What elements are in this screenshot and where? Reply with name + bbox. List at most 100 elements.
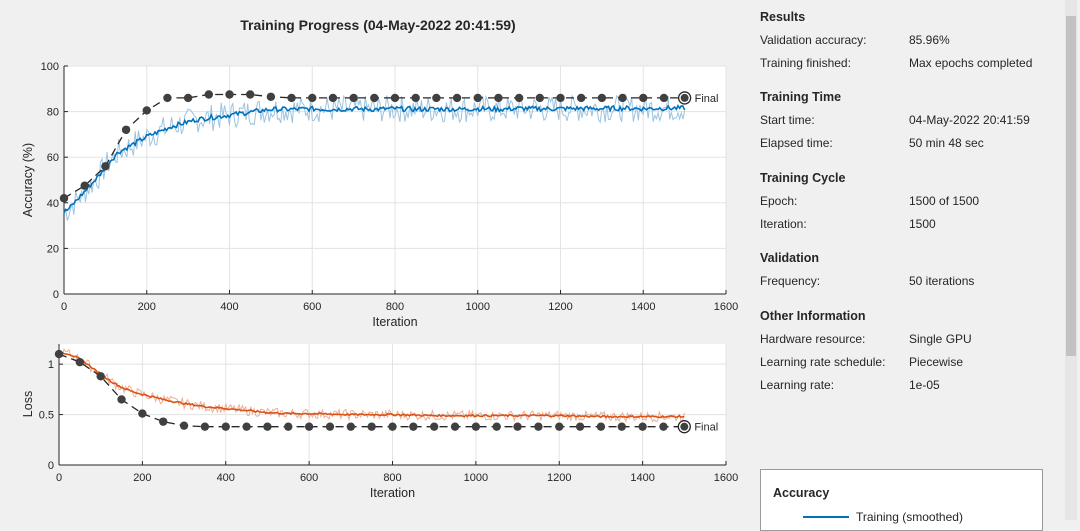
accuracy-validation-point — [432, 93, 441, 103]
training-cycle-row-epoch: Epoch: 1500 of 1500 — [760, 194, 1060, 210]
accuracy-validation-point — [308, 93, 317, 103]
accuracy-validation-point — [59, 194, 69, 203]
accuracy-x-axis-label: Iteration — [372, 315, 417, 329]
loss-validation-point — [179, 421, 189, 430]
loss-validation-point — [263, 422, 272, 431]
loss-validation-point — [117, 395, 126, 404]
loss-final-label: Final — [694, 422, 718, 434]
accuracy-validation-point — [514, 93, 524, 103]
loss-validation-point — [325, 422, 335, 431]
other-row-hardware: Hardware resource: Single GPU — [760, 332, 1060, 348]
accuracy-validation-point — [163, 93, 172, 103]
accuracy-validation-point — [80, 181, 89, 190]
training-time-row-elapsed: Elapsed time: 50 min 48 sec — [760, 136, 1060, 152]
accuracy-x-tick-label: 600 — [303, 301, 321, 313]
loss-x-tick-label: 800 — [383, 472, 401, 484]
accuracy-x-tick-label: 200 — [138, 301, 156, 313]
legend-title: Accuracy — [773, 486, 830, 500]
validation-heading: Validation — [760, 251, 820, 265]
accuracy-final-label: Final — [695, 93, 719, 105]
accuracy-validation-point — [452, 93, 462, 103]
accuracy-validation-point — [121, 125, 131, 135]
loss-validation-point — [450, 422, 460, 431]
loss-validation-point — [242, 422, 251, 431]
loss-validation-point — [159, 417, 168, 426]
accuracy-y-axis-label: Accuracy (%) — [21, 143, 35, 217]
row-label: Training finished: — [760, 56, 851, 70]
loss-validation-point — [513, 422, 522, 431]
accuracy-validation-point — [287, 93, 296, 103]
loss-y-axis-label: Loss — [21, 391, 35, 417]
loss-validation-point — [200, 422, 210, 431]
accuracy-validation-point — [370, 93, 379, 103]
loss-validation-point — [534, 422, 543, 431]
results-row-training-finished: Training finished: Max epochs completed — [760, 56, 1060, 72]
other-information-heading: Other Information — [760, 309, 866, 323]
vertical-scrollbar[interactable] — [1062, 0, 1080, 520]
training-time-heading: Training Time — [760, 90, 842, 104]
training-time-row-start: Start time: 04-May-2022 20:41:59 — [760, 113, 1060, 129]
accuracy-validation-point — [349, 93, 358, 103]
loss-validation-point — [221, 422, 230, 431]
row-value: 1500 of 1500 — [909, 194, 980, 208]
accuracy-validation-point — [659, 93, 669, 103]
row-value: Max epochs completed — [909, 56, 1033, 70]
loss-y-tick-label: 0.5 — [39, 410, 54, 422]
accuracy-validation-point — [618, 93, 627, 103]
training-cycle-row-iteration: Iteration: 1500 — [760, 217, 1060, 233]
accuracy-validation-point — [328, 93, 338, 103]
accuracy-x-tick-label: 1000 — [466, 301, 490, 313]
accuracy-y-tick-label: 20 — [47, 243, 59, 255]
loss-x-tick-label: 0 — [56, 472, 62, 484]
loss-validation-point — [617, 422, 626, 431]
accuracy-validation-point — [597, 93, 607, 103]
loss-final-marker — [680, 422, 689, 431]
accuracy-validation-point — [225, 90, 234, 99]
row-label: Learning rate schedule: — [760, 355, 886, 369]
scrollbar-thumb[interactable] — [1066, 16, 1076, 356]
accuracy-y-tick-label: 100 — [41, 61, 59, 73]
row-value: 1e-05 — [909, 378, 940, 392]
accuracy-y-tick-label: 80 — [47, 107, 59, 119]
loss-validation-point — [388, 422, 397, 431]
validation-row-frequency: Frequency: 50 iterations — [760, 274, 1060, 290]
row-label: Validation accuracy: — [760, 33, 867, 47]
accuracy-validation-point — [101, 162, 110, 171]
accuracy-legend: Accuracy Training (smoothed) — [760, 469, 1043, 531]
accuracy-y-tick-label: 0 — [53, 289, 59, 301]
legend-line-swatch — [803, 516, 849, 518]
row-value: 04-May-2022 20:41:59 — [909, 113, 1030, 127]
accuracy-x-tick-label: 800 — [386, 301, 404, 313]
accuracy-validation-point — [639, 93, 648, 103]
accuracy-validation-point — [204, 90, 214, 99]
accuracy-validation-point — [556, 93, 565, 103]
page-title: Training Progress (04-May-2022 20:41:59) — [240, 17, 515, 33]
accuracy-y-tick-label: 40 — [47, 198, 59, 210]
loss-validation-point — [346, 422, 356, 431]
loss-validation-point — [54, 349, 64, 359]
loss-y-tick-label: 1 — [48, 359, 54, 371]
loss-validation-point — [471, 422, 481, 431]
row-value: 50 min 48 sec — [909, 136, 984, 150]
row-value: Piecewise — [909, 355, 964, 369]
loss-validation-point — [575, 422, 585, 431]
row-label: Iteration: — [760, 217, 807, 231]
loss-validation-point — [138, 409, 147, 418]
accuracy-validation-point — [576, 93, 586, 103]
accuracy-validation-point — [266, 92, 276, 101]
loss-x-tick-label: 1000 — [464, 472, 488, 484]
plots-area: Training Progress (04-May-2022 20:41:59)… — [21, 17, 738, 500]
accuracy-validation-point — [142, 106, 151, 115]
accuracy-validation-point — [390, 93, 400, 103]
loss-validation-point — [659, 422, 668, 431]
loss-validation-point — [596, 422, 606, 431]
loss-x-tick-label: 1600 — [714, 472, 738, 484]
loss-x-tick-label: 1200 — [547, 472, 571, 484]
loss-y-tick-label: 0 — [48, 460, 54, 472]
info-panel: Results Validation accuracy: 85.96% Trai… — [752, 0, 1060, 520]
accuracy-validation-point — [411, 93, 420, 103]
loss-validation-point — [284, 422, 293, 431]
loss-x-tick-label: 1400 — [630, 472, 654, 484]
accuracy-x-tick-label: 1600 — [714, 301, 738, 313]
accuracy-final-marker — [680, 93, 689, 102]
